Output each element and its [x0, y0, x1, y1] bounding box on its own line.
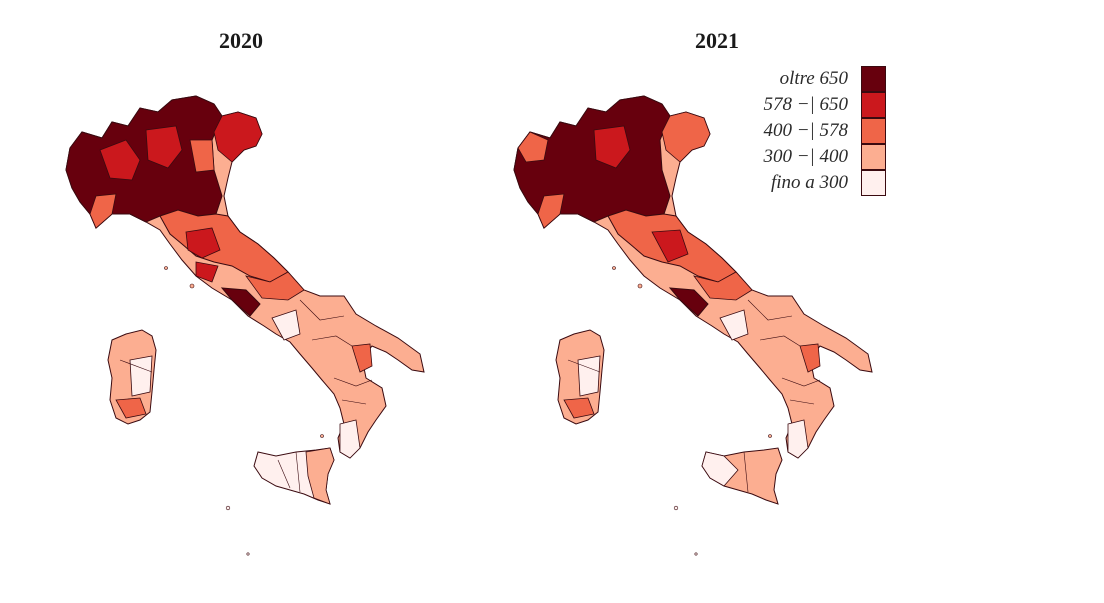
map-title-2020: 2020 — [219, 28, 263, 53]
map-2021 — [513, 95, 873, 556]
legend-item: fino a 300 — [740, 170, 886, 196]
legend-label: oltre 650 — [779, 68, 848, 89]
legend-item: oltre 650 — [740, 66, 886, 92]
legend-label: 300 −| 400 — [763, 146, 848, 167]
legend-swatch — [861, 92, 886, 118]
legend-item: 400 −| 578 — [740, 118, 886, 144]
legend-item: 300 −| 400 — [740, 144, 886, 170]
legend-swatch — [861, 66, 886, 92]
legend-swatch — [861, 144, 886, 170]
legend-item: 578 −| 650 — [740, 92, 886, 118]
legend-label: fino a 300 — [770, 172, 848, 193]
map-2020 — [65, 95, 425, 556]
legend-swatch — [861, 170, 886, 196]
legend-label: 578 −| 650 — [763, 94, 848, 115]
map-title-2021: 2021 — [695, 28, 739, 53]
legend-label: 400 −| 578 — [763, 120, 848, 141]
legend-swatch — [861, 118, 886, 144]
